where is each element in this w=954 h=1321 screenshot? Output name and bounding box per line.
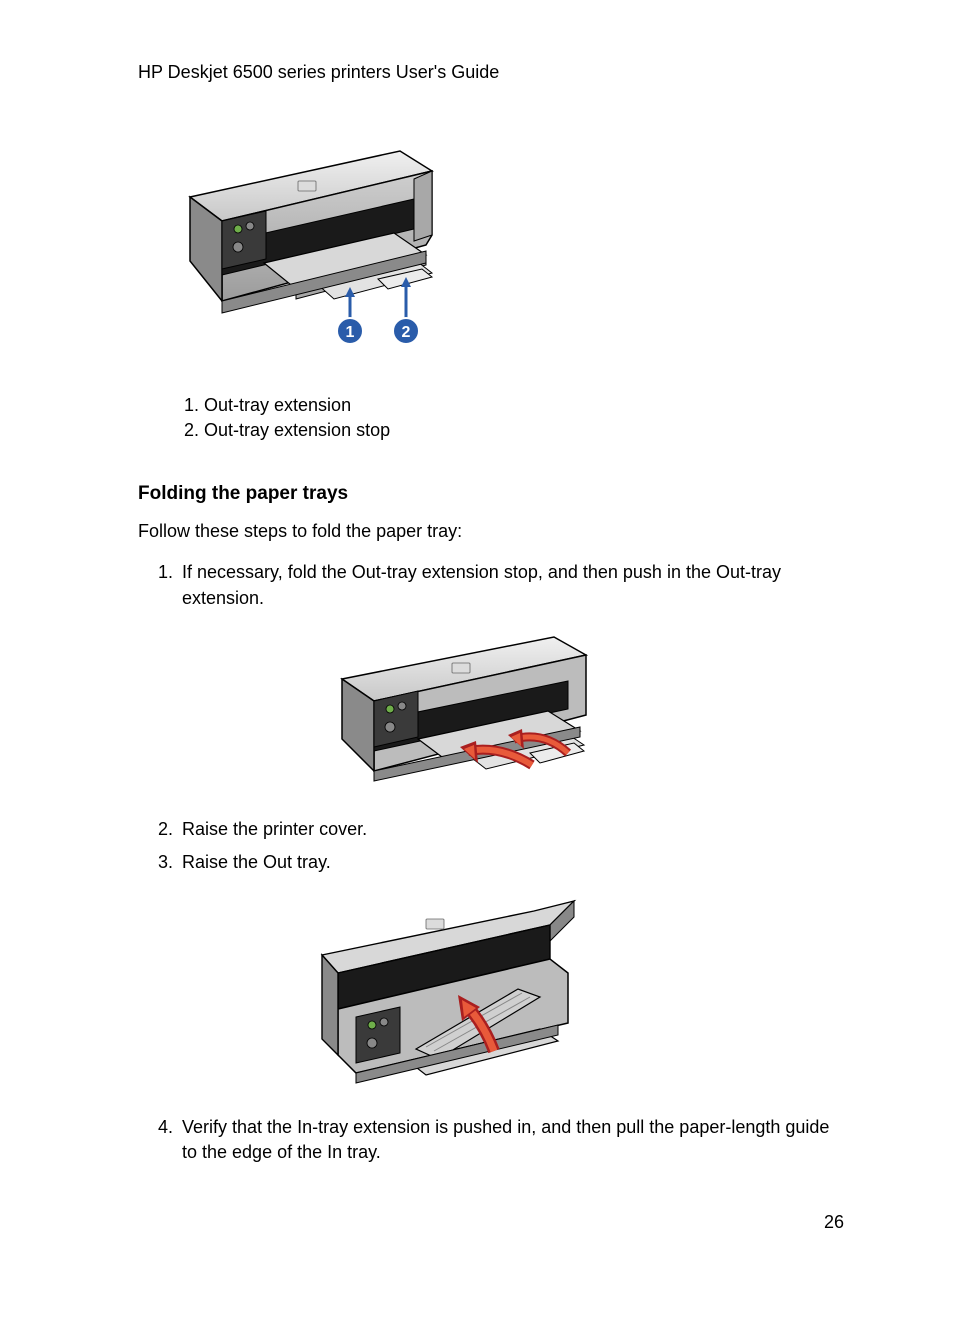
figure1-callout-legend: 1. Out-tray extension 2. Out-tray extens… — [184, 393, 844, 443]
printer-illustration-2 — [318, 631, 606, 789]
step-2: Raise the printer cover. — [178, 817, 844, 842]
step-1: If necessary, fold the Out-tray extensio… — [178, 560, 844, 610]
steps-list-cont-1: Raise the printer cover. Raise the Out t… — [178, 817, 844, 875]
step-4: Verify that the In-tray extension is pus… — [178, 1115, 844, 1165]
callout-legend-item-1: 1. Out-tray extension — [184, 393, 844, 418]
page-header: HP Deskjet 6500 series printers User's G… — [138, 62, 844, 83]
steps-list-cont-2: Verify that the In-tray extension is pus… — [178, 1115, 844, 1165]
callout-number-2: 2 — [402, 324, 411, 341]
step-3: Raise the Out tray. — [178, 850, 844, 875]
figure-raise-out-tray — [308, 895, 844, 1087]
printer-illustration-1: 1 2 — [168, 143, 442, 363]
figure-fold-extension — [318, 631, 844, 789]
steps-list: If necessary, fold the Out-tray extensio… — [178, 560, 844, 610]
figure-out-tray-extension: 1 2 — [168, 143, 844, 363]
section-heading-folding-trays: Folding the paper trays — [138, 483, 844, 505]
callout-legend-item-2: 2. Out-tray extension stop — [184, 418, 844, 443]
printer-illustration-3 — [308, 895, 588, 1087]
section-intro: Follow these steps to fold the paper tra… — [138, 521, 844, 542]
page-number: 26 — [824, 1212, 844, 1233]
callout-number-1: 1 — [346, 324, 355, 341]
document-page: HP Deskjet 6500 series printers User's G… — [0, 0, 954, 1166]
